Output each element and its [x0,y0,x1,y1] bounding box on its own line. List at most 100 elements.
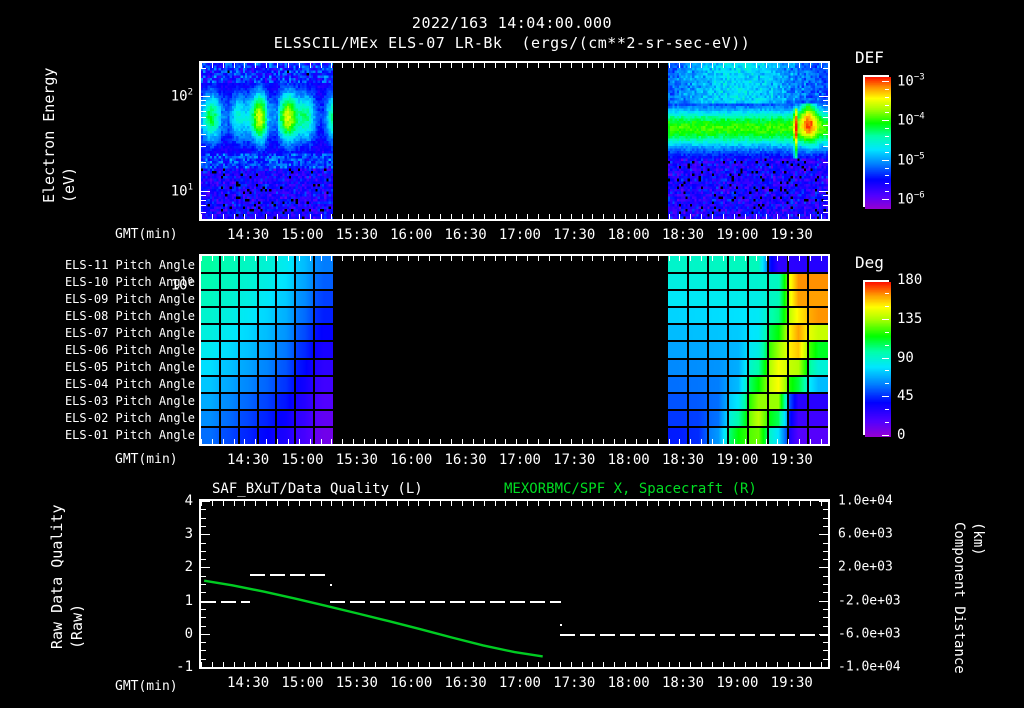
pitch-angle-row-label: ELS-04 Pitch Angle [64,377,195,392]
data-quality-dash [560,634,575,636]
time-tick-label: 18:00 [607,675,650,691]
data-quality-dash [390,601,405,603]
data-quality-dash [740,634,755,636]
data-quality-dash [370,601,385,603]
deg-colorbar-title: Deg [855,253,884,272]
time-tick-label: 15:30 [335,227,378,243]
deg-tick-label: 180 [897,272,923,288]
time-tick-label: 17:00 [498,675,541,691]
legend-data-quality: SAF_BXuT/Data Quality (L) [212,481,423,497]
data-quality-dash [530,601,545,603]
legend-spacecraft-distance: MEXORBMC/SPF X, Spacecraft (R) [504,481,757,497]
deg-colorbar [863,280,891,437]
component-distance-tick-label: 6.0e+03 [838,526,893,542]
data-quality-dash [241,601,250,603]
time-tick-label: 18:00 [607,227,650,243]
def-colorbar [863,75,891,209]
time-tick-label: 17:00 [498,227,541,243]
deg-tick-label: 45 [897,388,914,405]
data-quality-dash [660,634,675,636]
component-distance-axis-title-line: (km) [970,522,986,556]
raw-quality-axis-title-line: Raw Data Quality [48,504,66,650]
data-quality-dash [580,634,595,636]
spectrogram-segment [201,63,333,219]
component-distance-axis-title-line: Component Distance [951,522,967,674]
time-tick-label: 15:30 [335,452,378,468]
time-tick-label: 15:00 [281,675,324,691]
data-quality-marker [330,584,332,586]
gmt-label-panel1: GMT(min) [115,227,178,242]
component-distance-tick-label: -6.0e+03 [838,626,901,642]
time-tick-label: 18:30 [661,452,705,468]
data-quality-dash [510,601,525,603]
pitch-angle-row-label: ELS-11 Pitch Angle [64,257,195,272]
time-tick-label: 19:30 [770,675,813,691]
time-tick-label: 15:00 [281,227,324,243]
data-quality-dash [250,574,265,576]
pitch-angle-row-label: ELS-08 Pitch Angle [64,308,195,323]
gmt-label-panel2: GMT(min) [115,452,178,467]
data-quality-dash [780,634,795,636]
raw-quality-tick-label: 3 [184,526,193,543]
time-tick-label: 17:30 [553,452,596,468]
component-distance-tick-label: -1.0e+04 [838,659,901,675]
electron-energy-spectrogram [201,63,828,219]
data-quality-dash [201,601,216,603]
pitch-angle-segment [668,256,828,444]
def-tick-label: 10−6 [897,190,925,208]
data-quality-dash [221,601,236,603]
raw-quality-axis-title-line: (Raw) [68,603,86,649]
time-tick-label: 18:30 [661,675,705,691]
time-tick-label: 18:00 [607,452,650,468]
data-quality-dash [620,634,635,636]
raw-quality-tick-label: -1 [176,659,193,675]
data-quality-dash [270,574,285,576]
pitch-angle-row-label: ELS-06 Pitch Angle [64,343,195,357]
component-distance-tick-label: 1.0e+04 [838,493,893,509]
data-quality-dash [470,601,485,603]
plot-timestamp-title: 2022/163 14:04:00.000 [411,14,613,32]
pitch-angle-row-label: ELS-02 Pitch Angle [64,411,195,426]
time-tick-label: 17:00 [498,452,541,468]
pitch-angle-row-label: ELS-01 Pitch Angle [64,428,195,443]
time-tick-label: 19:00 [716,452,759,468]
raw-quality-tick-label: 4 [184,493,193,509]
data-quality-dash [290,574,305,576]
time-tick-label: 14:30 [227,675,270,691]
data-quality-dash [550,601,561,603]
time-tick-label: 16:30 [444,675,487,691]
energy-tick-label: 102 [170,87,193,105]
time-tick-label: 18:30 [661,227,705,243]
deg-tick-label: 135 [897,310,923,327]
data-quality-dash [350,601,365,603]
data-quality-dash [490,601,505,603]
pitch-angle-row-label: ELS-07 Pitch Angle [64,325,195,340]
time-tick-label: 14:30 [227,227,270,243]
data-quality-dash [410,601,425,603]
bottom-panel-frame [199,499,830,669]
def-tick-label: 10−5 [897,151,925,169]
def-colorbar-title: DEF [855,48,884,67]
pitch-angle-row-label: ELS-09 Pitch Angle [64,291,195,306]
energy-tick-label: 101 [170,182,193,199]
time-tick-label: 19:30 [770,227,813,243]
gmt-label-panel3: GMT(min) [115,679,178,694]
pitch-angle-row-label: ELS-03 Pitch Angle [64,394,195,409]
time-tick-label: 19:00 [716,227,759,243]
component-distance-tick-label: -2.0e+03 [838,593,901,609]
data-quality-dash [680,634,695,636]
time-tick-label: 16:00 [390,227,433,243]
pitch-angle-segment [201,256,333,444]
pitch-angle-heatmap [201,256,828,444]
data-quality-dash [720,634,735,636]
time-tick-label: 19:00 [716,675,759,691]
data-quality-dash [330,601,345,603]
data-quality-dash [310,574,325,576]
data-quality-dash [760,634,775,636]
time-tick-label: 15:00 [281,452,324,468]
plot-subtitle: ELSSCIL/MEx ELS-07 LR-Bk (ergs/(cm**2-sr… [273,34,751,52]
def-tick-label: 10−3 [897,72,925,90]
def-tick-label: 10−4 [897,111,925,129]
spectrogram-segment [668,63,828,219]
